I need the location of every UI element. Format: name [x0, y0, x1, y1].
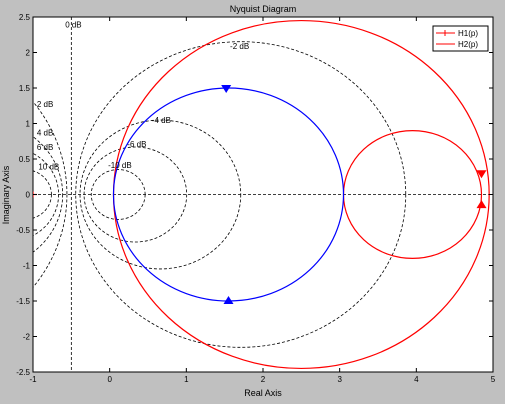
x-tick-label: 1: [184, 375, 189, 384]
m-circle-10db: [33, 170, 52, 219]
x-tick-label: 5: [491, 375, 496, 384]
x-tick-label: 4: [414, 375, 419, 384]
y-tick-label: 2.5: [19, 13, 31, 22]
x-tick-label: 2: [261, 375, 266, 384]
ticks-layer: -1 0 1 2 3 4 5 -2.5 -2 -1.5 -1 -0.5 0 0.5 1 1.5 2 2.5: [16, 13, 496, 384]
x-tick-label: 3: [337, 375, 342, 384]
chart-title: Nyquist Diagram: [230, 4, 297, 14]
y-tick-label: -1: [23, 262, 31, 271]
grid-label-neg2db: -2 dB: [230, 42, 249, 51]
grid-labels: 0 dB -2 dB 2 dB 4 dB 6 dB 10 dB -4 dB -6 dB -10 …: [37, 21, 249, 172]
series-2-arrow-1: [221, 85, 232, 93]
x-tick-label: -1: [29, 375, 37, 384]
grid-label-10db: 10 dB: [38, 163, 59, 172]
y-tick-label: 1: [26, 120, 31, 129]
m-circle-4db: [33, 136, 64, 253]
series-1-arrow-2: [476, 200, 487, 209]
y-tick-label: 0.5: [19, 155, 31, 164]
y-tick-label: 0: [26, 191, 31, 200]
y-tick-label: -2: [23, 333, 31, 342]
grid-label-6db: 6 dB: [37, 143, 53, 152]
y-axis-label: Imaginary Axis: [1, 165, 11, 224]
x-axis-label: Real Axis: [244, 388, 282, 398]
x-tick-label: 0: [107, 375, 112, 384]
series-2-arrow-2: [223, 296, 234, 304]
y-tick-label: 2: [26, 49, 31, 58]
grid-label-4db: 4 dB: [37, 129, 53, 138]
grid-label-0db: 0 dB: [65, 21, 81, 30]
grid-label-neg4db: -4 dB: [152, 116, 171, 125]
y-tick-label: -0.5: [16, 226, 30, 235]
legend-label-h1: H1(p): [458, 29, 478, 38]
grid-label-neg6db: -6 dB: [127, 140, 146, 149]
legend: H1(p) H2(p): [432, 25, 489, 52]
grid-label-neg10db: -10 dB: [108, 161, 132, 170]
grid-label-2db: 2 dB: [37, 100, 53, 109]
legend-box: [432, 25, 489, 52]
m-circle-2db: [33, 101, 68, 288]
legend-label-h2: H2(p): [458, 40, 478, 49]
y-tick-label: 1.5: [19, 84, 31, 93]
y-tick-label: -1.5: [16, 297, 30, 306]
y-tick-label: -2.5: [16, 368, 30, 377]
series-1-arrow-1: [476, 170, 487, 179]
